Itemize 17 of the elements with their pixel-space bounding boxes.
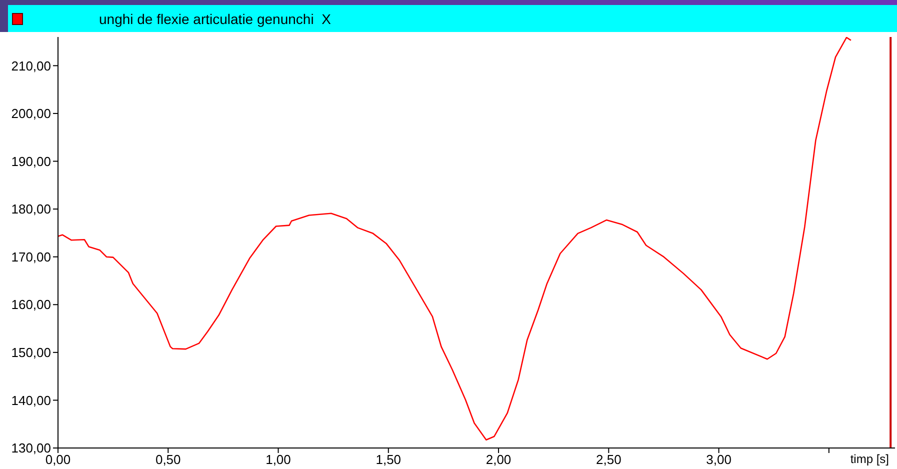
x-tick-label: 0,50: [155, 452, 181, 468]
y-tick-label: 150,00: [11, 345, 51, 360]
chart-title: unghi de flexie articulatie genunchi X: [99, 10, 331, 26]
x-tick-label: 1,00: [266, 452, 291, 468]
x-tick-label: 2,50: [596, 452, 622, 468]
y-tick-label: 140,00: [11, 392, 51, 408]
y-tick-label: 210,00: [11, 58, 51, 74]
y-tick-label: 160,00: [11, 297, 51, 312]
y-tick-label: 180,00: [11, 202, 51, 217]
x-tick-label: 1,50: [376, 452, 402, 468]
x-tick-label: 2,00: [486, 452, 512, 468]
line-series: [58, 37, 852, 441]
y-tick-label: 170,00: [11, 249, 51, 264]
x-axis-title: timp [s]: [850, 452, 889, 466]
x-tick-label: 3,00: [706, 452, 732, 468]
y-tick-label: 190,00: [11, 154, 51, 169]
y-tick-label: 200,00: [11, 106, 51, 122]
